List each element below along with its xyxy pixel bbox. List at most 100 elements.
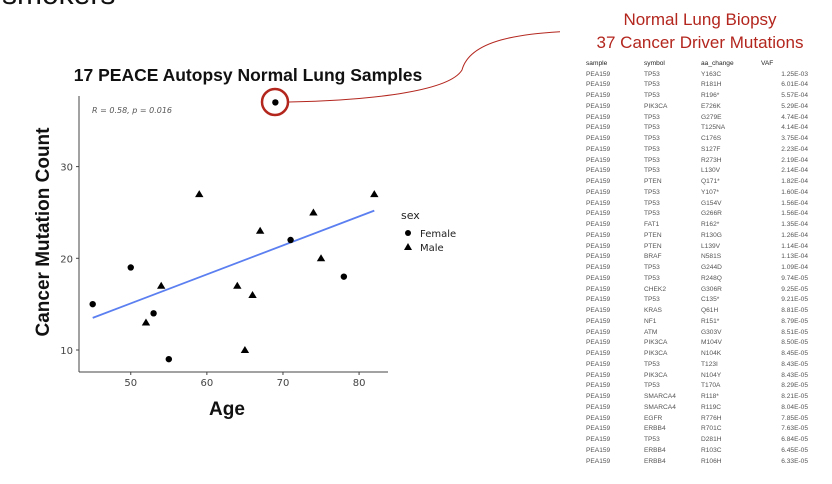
cell-aa-change: R196* <box>701 92 720 100</box>
table-row: PEA159 TP53 R248Q 9.74E-05 <box>586 273 808 284</box>
cell-vaf: 9.25E-05 <box>781 285 808 293</box>
cell-aa-change: R248Q <box>701 274 722 282</box>
cell-symbol: TP53 <box>644 188 660 196</box>
cell-vaf: 1.56E-04 <box>781 199 808 207</box>
cell-sample: PEA159 <box>586 81 611 89</box>
cell-aa-change: G303V <box>701 328 722 336</box>
cell-symbol: TP53 <box>644 124 660 132</box>
cell-aa-change: R181H <box>701 81 722 89</box>
cell-sample: PEA159 <box>586 167 611 175</box>
cell-vaf: 1.25E-03 <box>781 70 808 78</box>
cell-sample: PEA159 <box>586 360 611 368</box>
cell-sample: PEA159 <box>586 210 611 218</box>
mutation-table: sample symbol aa_change VAF PEA159 TP53 Y1… <box>586 58 808 467</box>
table-row: PEA159 ERBB4 R106H 6.33E-05 <box>586 456 808 467</box>
y-tick-label: 10 <box>60 346 73 357</box>
highlight-circle <box>260 87 290 117</box>
point-male <box>240 345 250 353</box>
cell-vaf: 6.33E-05 <box>781 457 808 465</box>
cell-vaf: 2.14E-04 <box>781 167 808 175</box>
cell-aa-change: R701C <box>701 425 722 433</box>
cell-vaf: 2.23E-04 <box>781 145 808 153</box>
cell-vaf: 7.85E-05 <box>781 414 808 422</box>
x-axis-label: Age <box>209 399 245 420</box>
y-tick-label: 20 <box>60 254 73 265</box>
cell-sample: PEA159 <box>586 382 611 390</box>
cell-symbol: TP53 <box>644 113 660 121</box>
point-female <box>150 310 157 317</box>
cell-sample: PEA159 <box>586 253 611 261</box>
legend-triangle-icon <box>404 243 412 250</box>
cell-symbol: PIK3CA <box>644 339 668 347</box>
table-row: PEA159 NF1 R151* 8.79E-05 <box>586 316 808 327</box>
cell-aa-change: T170A <box>701 382 721 390</box>
cell-sample: PEA159 <box>586 188 611 196</box>
cell-aa-change: G244D <box>701 264 722 272</box>
cell-aa-change: G266R <box>701 210 722 218</box>
table-row: PEA159 ERBB4 R103C 6.45E-05 <box>586 445 808 456</box>
cell-sample: PEA159 <box>586 231 611 239</box>
table-row: PEA159 TP53 T123I 8.43E-05 <box>586 359 808 370</box>
y-axis-label: Cancer Mutation Count <box>33 127 54 337</box>
cell-symbol: TP53 <box>644 167 660 175</box>
cell-aa-change: R776H <box>701 414 722 422</box>
cell-sample: PEA159 <box>586 124 611 132</box>
x-tick-label: 80 <box>353 378 366 389</box>
cell-symbol: ERBB4 <box>644 425 666 433</box>
table-row: PEA159 TP53 T170A 8.29E-05 <box>586 381 808 392</box>
table-row: PEA159 PIK3CA N104Y 8.43E-05 <box>586 370 808 381</box>
cell-symbol: TP53 <box>644 210 660 218</box>
cell-vaf: 1.56E-04 <box>781 210 808 218</box>
table-row: PEA159 ERBB4 R701C 7.63E-05 <box>586 424 808 435</box>
cell-sample: PEA159 <box>586 393 611 401</box>
cell-vaf: 8.29E-05 <box>781 382 808 390</box>
cell-symbol: PIK3CA <box>644 371 668 379</box>
cell-symbol: TP53 <box>644 145 660 153</box>
cell-symbol: PTEN <box>644 231 662 239</box>
cell-aa-change: N104Y <box>701 371 722 379</box>
table-row: PEA159 TP53 Y163C 1.25E-03 <box>586 69 808 80</box>
point-male <box>141 318 151 326</box>
cell-vaf: 1.82E-04 <box>781 178 808 186</box>
cell-symbol: TP53 <box>644 274 660 282</box>
cell-vaf: 4.14E-04 <box>781 124 808 132</box>
cell-aa-change: T125NA <box>701 124 726 132</box>
cell-aa-change: C135* <box>701 296 720 304</box>
cell-symbol: TP53 <box>644 264 660 272</box>
table-row: PEA159 PIK3CA E726K 5.29E-04 <box>586 101 808 112</box>
cell-symbol: NF1 <box>644 317 657 325</box>
table-row: PEA159 TP53 C176S 3.75E-04 <box>586 133 808 144</box>
cell-aa-change: L130V <box>701 167 721 175</box>
cell-vaf: 6.45E-05 <box>781 446 808 454</box>
point-female <box>89 300 96 308</box>
cell-symbol: KRAS <box>644 307 662 315</box>
cell-sample: PEA159 <box>586 135 611 143</box>
cell-sample: PEA159 <box>586 436 611 444</box>
table-row: PEA159 FAT1 R162* 1.35E-04 <box>586 219 808 230</box>
chart-title: 17 PEACE Autopsy Normal Lung Samples <box>74 65 423 85</box>
cell-symbol: PTEN <box>644 242 662 250</box>
cell-aa-change: G306R <box>701 285 722 293</box>
x-tick-label: 50 <box>124 378 137 389</box>
cell-vaf: 1.13E-04 <box>781 253 808 261</box>
cell-aa-change: R119C <box>701 403 722 411</box>
cell-vaf: 8.50E-05 <box>781 339 808 347</box>
cell-sample: PEA159 <box>586 113 611 121</box>
cell-vaf: 8.79E-05 <box>781 317 808 325</box>
cell-aa-change: Y163C <box>701 70 722 78</box>
cell-vaf: 1.26E-04 <box>781 231 808 239</box>
cell-sample: PEA159 <box>586 425 611 433</box>
annotation-line1: Normal Lung Biopsy <box>623 10 777 29</box>
cell-symbol: TP53 <box>644 81 660 89</box>
table-row: PEA159 TP53 G244D 1.09E-04 <box>586 262 808 273</box>
point-male <box>156 281 166 289</box>
cell-vaf: 8.43E-05 <box>781 371 808 379</box>
cell-symbol: TP53 <box>644 360 660 368</box>
table-row: PEA159 TP53 G279E 4.74E-04 <box>586 112 808 123</box>
cell-aa-change: R106H <box>701 457 722 465</box>
cell-vaf: 9.21E-05 <box>781 296 808 304</box>
cell-sample: PEA159 <box>586 371 611 379</box>
cell-vaf: 3.75E-04 <box>781 135 808 143</box>
cell-vaf: 5.57E-04 <box>781 92 808 100</box>
point-male <box>370 190 379 198</box>
